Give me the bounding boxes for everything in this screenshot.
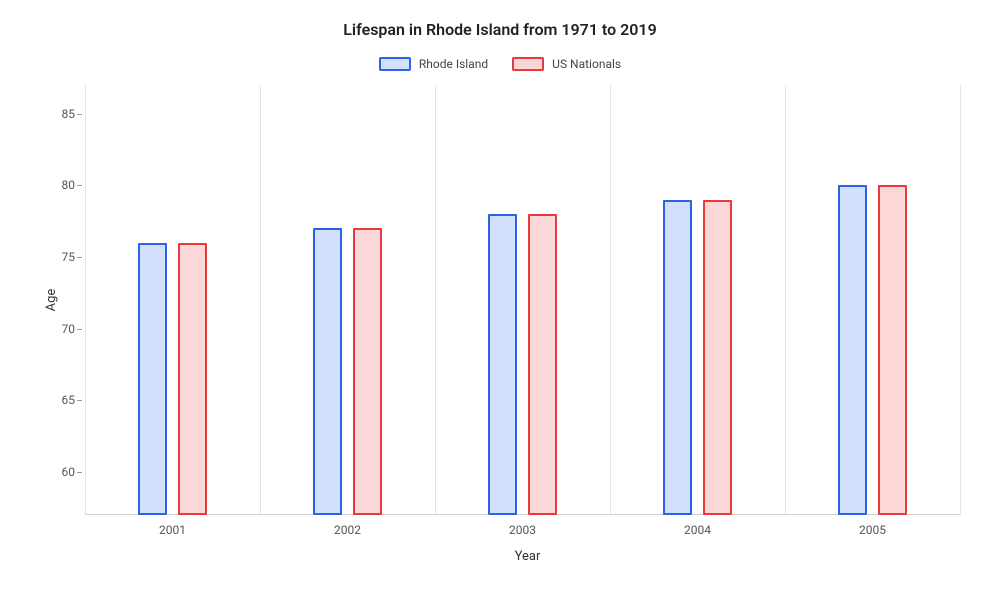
- bar: [488, 214, 517, 515]
- bar: [178, 243, 207, 515]
- bar: [663, 200, 692, 515]
- gridline-vertical: [960, 85, 961, 515]
- legend-item-us-nationals: US Nationals: [512, 57, 621, 71]
- y-tick: [77, 257, 82, 258]
- legend-swatch-us-nationals: [512, 57, 544, 71]
- y-tick: [77, 472, 82, 473]
- y-tick-label: 75: [62, 250, 76, 264]
- x-tick-label: 2001: [159, 523, 186, 537]
- y-tick: [77, 400, 82, 401]
- x-tick-label: 2002: [334, 523, 361, 537]
- y-tick: [77, 114, 82, 115]
- chart-container: Lifespan in Rhode Island from 1971 to 20…: [0, 0, 1000, 600]
- plot-area: Age 60657075808520012002200320042005: [85, 85, 960, 515]
- x-tick-label: 2005: [859, 523, 886, 537]
- bar: [353, 228, 382, 515]
- legend-swatch-rhode-island: [379, 57, 411, 71]
- bar: [878, 185, 907, 515]
- y-tick-label: 65: [62, 393, 76, 407]
- y-tick-label: 60: [62, 465, 76, 479]
- y-tick-label: 70: [62, 322, 76, 336]
- x-axis-label: Year: [85, 549, 970, 564]
- bar: [313, 228, 342, 515]
- bar: [703, 200, 732, 515]
- y-tick-label: 80: [62, 178, 76, 192]
- y-tick: [77, 185, 82, 186]
- bars-layer: [85, 85, 960, 515]
- x-tick-label: 2004: [684, 523, 711, 537]
- legend: Rhode Island US Nationals: [30, 57, 970, 71]
- y-axis-label: Age: [44, 289, 59, 312]
- y-tick: [77, 329, 82, 330]
- legend-item-rhode-island: Rhode Island: [379, 57, 488, 71]
- legend-label: US Nationals: [552, 57, 621, 71]
- bar: [138, 243, 167, 515]
- x-tick-label: 2003: [509, 523, 536, 537]
- chart-title: Lifespan in Rhode Island from 1971 to 20…: [30, 20, 970, 39]
- bar: [528, 214, 557, 515]
- bar: [838, 185, 867, 515]
- y-tick-label: 85: [62, 107, 76, 121]
- legend-label: Rhode Island: [419, 57, 488, 71]
